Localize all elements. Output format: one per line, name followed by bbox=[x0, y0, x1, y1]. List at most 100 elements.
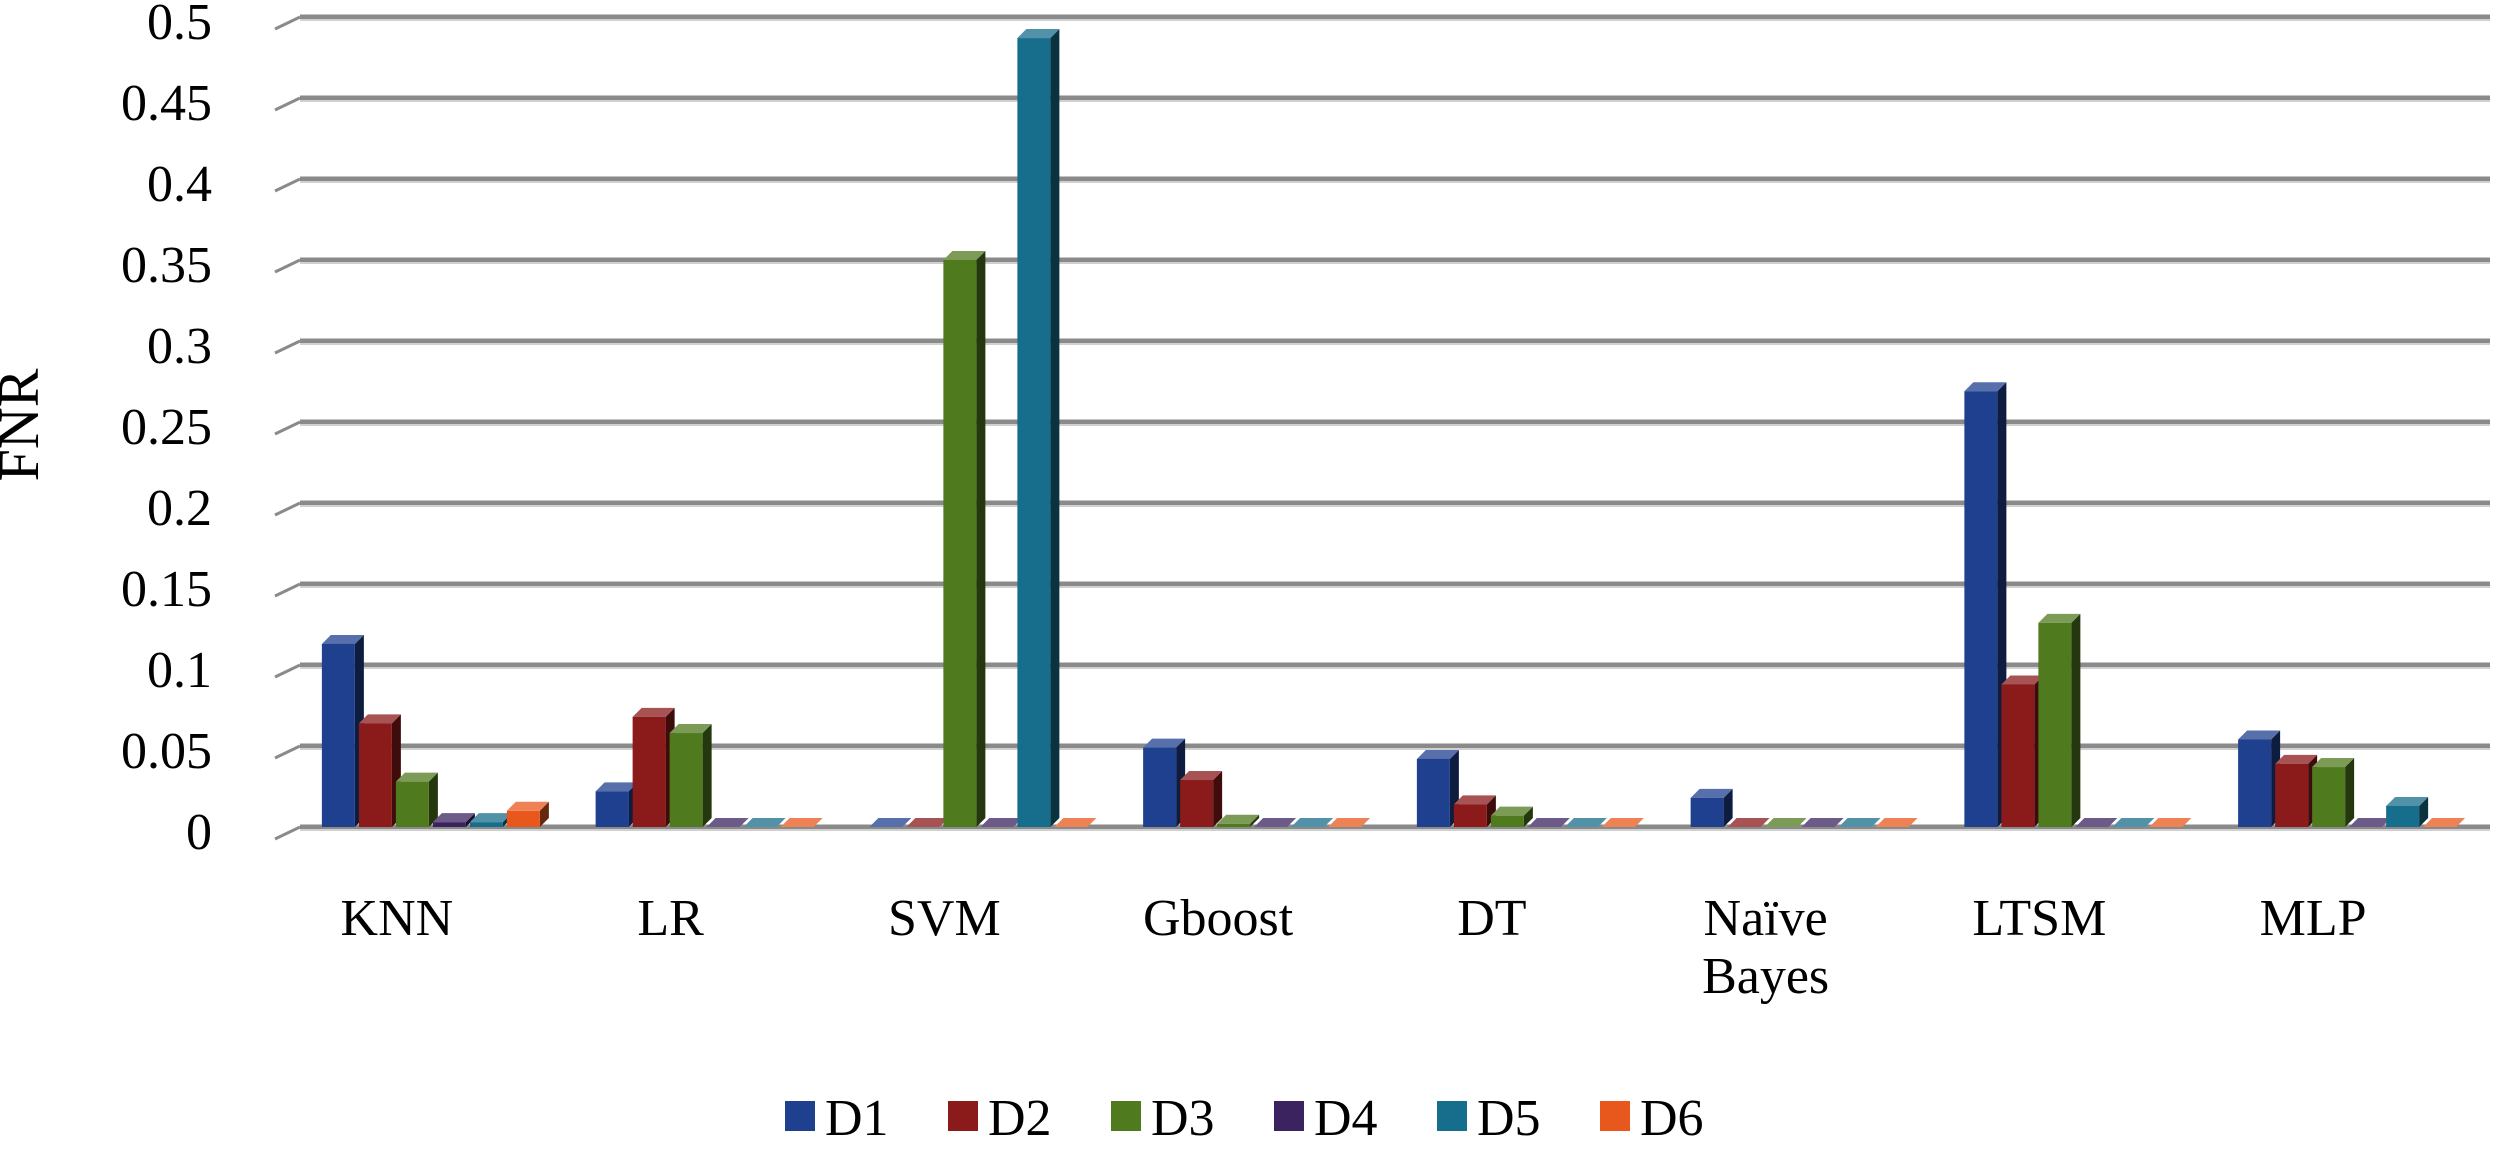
y-tick-label: 0.4 bbox=[147, 156, 212, 213]
legend-label: D3 bbox=[1151, 1090, 1215, 1147]
gridline-stub bbox=[274, 420, 301, 436]
bar-d1-knn bbox=[321, 634, 364, 827]
category-label: KNN bbox=[341, 890, 454, 947]
bar-d3-dt bbox=[1490, 806, 1533, 827]
bar-d5-dt bbox=[1564, 818, 1607, 827]
bar-d6-knn bbox=[506, 801, 549, 827]
legend-swatch bbox=[948, 1101, 978, 1131]
gridline-stub bbox=[274, 663, 301, 679]
bar-d2-ltsm bbox=[2001, 675, 2044, 827]
bar-d5-naïve-bayes bbox=[1838, 818, 1881, 827]
bar-d3-gboost bbox=[1217, 814, 1260, 827]
bar-d6-naïve-bayes bbox=[1875, 818, 1918, 827]
bar-d4-lr bbox=[706, 818, 749, 827]
bar-d1-naïve-bayes bbox=[1690, 788, 1733, 827]
bar-d1-dt bbox=[1416, 749, 1459, 827]
category-label: LR bbox=[637, 890, 704, 947]
y-tick-label: 0 bbox=[186, 804, 212, 861]
category-label: MLP bbox=[2260, 890, 2367, 947]
y-tick-label: 0.25 bbox=[121, 399, 212, 456]
bar-d6-gboost bbox=[1328, 818, 1371, 827]
bar-d2-mlp bbox=[2275, 754, 2318, 827]
gridline-stub bbox=[274, 825, 301, 841]
legend-swatch bbox=[1437, 1101, 1467, 1131]
legend-swatch bbox=[785, 1101, 815, 1131]
gridline-stub bbox=[274, 744, 301, 760]
gridline-stub bbox=[274, 96, 301, 112]
bar-d3-svm bbox=[943, 251, 986, 827]
bar-d2-lr bbox=[632, 707, 675, 827]
legend-swatch bbox=[1274, 1101, 1304, 1131]
bar-d5-svm bbox=[1017, 29, 1060, 828]
bar-d6-dt bbox=[1601, 818, 1644, 827]
bars bbox=[321, 29, 2466, 828]
bar-d2-gboost bbox=[1180, 771, 1223, 827]
legend-label: D5 bbox=[1477, 1090, 1541, 1147]
bar-d6-ltsm bbox=[2149, 818, 2192, 827]
gridline-stub bbox=[274, 339, 301, 355]
y-tick-label: 0.2 bbox=[147, 480, 212, 537]
bar-d4-ltsm bbox=[2075, 818, 2118, 827]
y-tick-label: 0.35 bbox=[121, 237, 212, 294]
bar-d4-knn bbox=[432, 813, 475, 827]
category-label: LTSM bbox=[1972, 890, 2106, 947]
bar-d5-mlp bbox=[2386, 796, 2429, 827]
bar-d5-lr bbox=[743, 818, 786, 827]
bar-d6-mlp bbox=[2423, 818, 2466, 827]
bar-d3-knn bbox=[395, 772, 438, 827]
y-axis-ticks: 0 0.05 0.1 0.15 0.2 0.25 0.3 0.35 0.4 0.45 0.5 bbox=[121, 0, 212, 861]
y-tick-label: 0.15 bbox=[121, 561, 212, 618]
bar-d2-knn bbox=[358, 714, 401, 827]
bar-d1-gboost bbox=[1143, 738, 1186, 827]
legend-item-d6: D6 bbox=[1600, 1090, 1704, 1147]
category-label: Gboost bbox=[1143, 890, 1294, 947]
legend-label: D6 bbox=[1640, 1090, 1704, 1147]
bar-d4-mlp bbox=[2349, 818, 2392, 827]
x-axis-labels: KNN LR SVM Gboost DT Naïve Bayes LTSM MLP bbox=[341, 890, 2367, 1005]
bar-d2-naïve-bayes bbox=[1727, 818, 1770, 827]
y-tick-label: 0.05 bbox=[121, 723, 212, 780]
bar-d1-mlp bbox=[2238, 730, 2281, 827]
bar-d4-naïve-bayes bbox=[1801, 818, 1844, 827]
bar-d5-ltsm bbox=[2112, 818, 2155, 827]
bar-d1-ltsm bbox=[1964, 382, 2007, 827]
bar-d3-naïve-bayes bbox=[1764, 818, 1807, 827]
gridline-stub bbox=[274, 501, 301, 517]
bar-d4-dt bbox=[1527, 818, 1570, 827]
legend-label: D2 bbox=[988, 1090, 1052, 1147]
bar-d4-svm bbox=[980, 818, 1023, 827]
y-tick-label: 0.3 bbox=[147, 318, 212, 375]
legend-label: D4 bbox=[1314, 1090, 1378, 1147]
bar-d2-dt bbox=[1453, 795, 1496, 827]
bar-d2-svm bbox=[906, 818, 949, 827]
gridline-stub bbox=[274, 177, 301, 193]
y-axis-title: FNR bbox=[0, 368, 51, 481]
y-tick-label: 0.1 bbox=[147, 642, 212, 699]
y-tick-label: 0.5 bbox=[147, 0, 212, 51]
bar-d5-gboost bbox=[1291, 818, 1334, 827]
category-label: Naïve Bayes bbox=[1702, 890, 1829, 1005]
legend: D1 D2 D3 D4 D5 D6 bbox=[785, 1090, 1704, 1147]
legend-item-d1: D1 bbox=[785, 1090, 889, 1147]
bar-d3-lr bbox=[669, 724, 712, 827]
bar-d1-lr bbox=[595, 782, 638, 827]
y-tick-label: 0.45 bbox=[121, 75, 212, 132]
legend-swatch bbox=[1111, 1101, 1141, 1131]
bar-d3-mlp bbox=[2312, 758, 2355, 827]
gridline-stub bbox=[274, 15, 301, 31]
gridline-stub bbox=[274, 582, 301, 598]
legend-item-d5: D5 bbox=[1437, 1090, 1541, 1147]
legend-item-d4: D4 bbox=[1274, 1090, 1378, 1147]
legend-item-d3: D3 bbox=[1111, 1090, 1215, 1147]
legend-swatch bbox=[1600, 1101, 1630, 1131]
bar-d4-gboost bbox=[1254, 818, 1297, 827]
gridlines bbox=[274, 14, 2490, 841]
legend-item-d2: D2 bbox=[948, 1090, 1052, 1147]
bar-d1-svm bbox=[869, 818, 912, 827]
bar-d6-svm bbox=[1054, 818, 1097, 827]
category-label: DT bbox=[1457, 890, 1526, 947]
gridline-stub bbox=[274, 258, 301, 274]
category-label: SVM bbox=[888, 890, 1001, 947]
legend-label: D1 bbox=[825, 1090, 889, 1147]
